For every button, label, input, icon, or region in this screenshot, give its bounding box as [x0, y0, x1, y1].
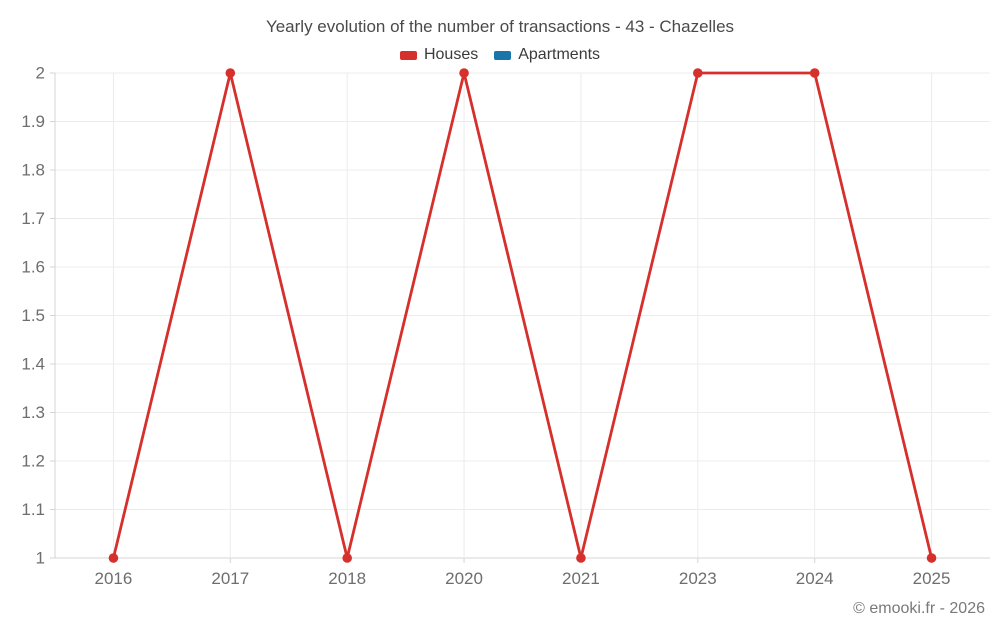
- svg-text:2016: 2016: [95, 569, 133, 588]
- houses-series-swatch-icon: [399, 50, 417, 60]
- svg-text:2025: 2025: [913, 569, 951, 588]
- svg-text:2021: 2021: [562, 569, 600, 588]
- svg-text:2: 2: [36, 64, 45, 83]
- svg-text:1.7: 1.7: [21, 209, 45, 228]
- legend-label-houses: Houses: [423, 46, 479, 63]
- svg-text:1.4: 1.4: [21, 355, 45, 374]
- line-chart-plot-area: 1 1.1 1.2 1.3 1.4 1.5 1.6 1.7 1.8 1.9 2 2016 2017 201…: [21, 64, 990, 588]
- svg-text:1: 1: [36, 549, 45, 568]
- svg-text:1.2: 1.2: [21, 452, 45, 471]
- svg-text:1.5: 1.5: [21, 306, 45, 325]
- svg-text:2017: 2017: [211, 569, 249, 588]
- svg-text:1.3: 1.3: [21, 403, 45, 422]
- svg-text:1.9: 1.9: [21, 112, 45, 131]
- legend-label-apartments: Apartments: [518, 46, 601, 63]
- legend-item-houses[interactable]: Houses: [399, 46, 479, 64]
- svg-text:1.8: 1.8: [21, 161, 45, 180]
- svg-text:2018: 2018: [328, 569, 366, 588]
- svg-text:1.1: 1.1: [21, 500, 45, 519]
- legend-item-apartments[interactable]: Apartments: [494, 46, 600, 64]
- svg-text:2020: 2020: [445, 569, 483, 588]
- apartments-series-swatch-icon: [494, 50, 512, 60]
- svg-text:2024: 2024: [796, 569, 834, 588]
- legend: Houses Apartments: [0, 45, 1000, 65]
- footer-credit: © emooki.fr - 2026: [853, 600, 985, 617]
- chart-title: Yearly evolution of the number of transa…: [265, 17, 735, 36]
- svg-text:2023: 2023: [679, 569, 717, 588]
- svg-text:1.6: 1.6: [21, 258, 45, 277]
